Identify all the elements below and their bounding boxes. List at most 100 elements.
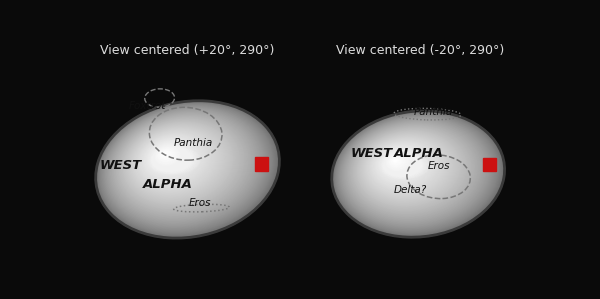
Ellipse shape xyxy=(370,141,439,191)
Ellipse shape xyxy=(362,134,452,201)
Ellipse shape xyxy=(347,123,477,218)
Ellipse shape xyxy=(338,116,493,229)
Ellipse shape xyxy=(136,132,212,189)
Ellipse shape xyxy=(359,132,457,204)
Ellipse shape xyxy=(129,126,224,197)
Ellipse shape xyxy=(97,102,277,237)
Ellipse shape xyxy=(342,119,487,225)
Ellipse shape xyxy=(398,163,412,170)
Text: View centered (+20°, 290°): View centered (+20°, 290°) xyxy=(100,44,275,57)
Ellipse shape xyxy=(333,112,503,236)
Ellipse shape xyxy=(348,123,476,217)
Ellipse shape xyxy=(124,123,232,203)
Ellipse shape xyxy=(355,129,463,208)
Ellipse shape xyxy=(353,127,468,212)
Ellipse shape xyxy=(173,160,177,162)
Ellipse shape xyxy=(135,131,214,190)
Ellipse shape xyxy=(162,152,169,157)
Ellipse shape xyxy=(384,152,413,173)
Ellipse shape xyxy=(138,133,209,186)
Ellipse shape xyxy=(113,114,251,217)
Ellipse shape xyxy=(394,161,417,173)
Ellipse shape xyxy=(383,155,427,178)
Ellipse shape xyxy=(124,122,232,204)
Ellipse shape xyxy=(338,116,494,230)
Ellipse shape xyxy=(155,146,181,166)
Ellipse shape xyxy=(350,125,473,215)
Ellipse shape xyxy=(364,136,448,197)
Ellipse shape xyxy=(118,118,242,211)
Ellipse shape xyxy=(161,153,189,168)
Ellipse shape xyxy=(121,120,237,207)
Ellipse shape xyxy=(133,129,218,193)
Ellipse shape xyxy=(375,145,428,184)
Ellipse shape xyxy=(164,155,185,166)
Ellipse shape xyxy=(392,158,400,164)
Ellipse shape xyxy=(119,119,240,209)
Ellipse shape xyxy=(157,151,193,171)
Ellipse shape xyxy=(355,129,464,209)
Ellipse shape xyxy=(385,153,411,172)
Ellipse shape xyxy=(400,164,411,170)
Ellipse shape xyxy=(368,139,442,193)
Ellipse shape xyxy=(356,130,463,208)
Ellipse shape xyxy=(149,142,190,172)
Ellipse shape xyxy=(159,150,174,161)
Ellipse shape xyxy=(383,152,414,174)
Ellipse shape xyxy=(155,150,194,171)
Ellipse shape xyxy=(163,152,167,156)
Ellipse shape xyxy=(371,142,436,189)
Ellipse shape xyxy=(346,122,480,220)
Ellipse shape xyxy=(374,144,431,186)
Ellipse shape xyxy=(108,110,259,223)
Ellipse shape xyxy=(101,105,271,232)
Ellipse shape xyxy=(363,135,449,199)
Ellipse shape xyxy=(352,127,469,212)
Ellipse shape xyxy=(152,144,185,169)
Ellipse shape xyxy=(125,123,230,202)
Ellipse shape xyxy=(400,164,410,169)
Ellipse shape xyxy=(392,159,419,173)
Ellipse shape xyxy=(377,146,426,182)
Ellipse shape xyxy=(97,102,277,236)
Ellipse shape xyxy=(156,147,179,164)
Ellipse shape xyxy=(119,118,241,210)
Ellipse shape xyxy=(158,152,191,170)
Ellipse shape xyxy=(145,138,198,179)
Ellipse shape xyxy=(352,126,470,213)
Ellipse shape xyxy=(169,158,181,164)
Ellipse shape xyxy=(382,150,416,176)
Ellipse shape xyxy=(365,137,446,196)
Ellipse shape xyxy=(112,113,253,219)
Ellipse shape xyxy=(334,112,502,235)
Ellipse shape xyxy=(110,112,254,220)
Ellipse shape xyxy=(369,140,440,192)
Ellipse shape xyxy=(160,153,190,169)
Ellipse shape xyxy=(401,164,409,168)
Ellipse shape xyxy=(404,166,406,167)
Ellipse shape xyxy=(170,158,180,164)
Ellipse shape xyxy=(110,112,256,221)
Ellipse shape xyxy=(358,132,459,205)
Ellipse shape xyxy=(382,154,428,179)
Ellipse shape xyxy=(389,158,422,175)
Ellipse shape xyxy=(388,158,422,176)
Ellipse shape xyxy=(114,115,249,216)
Ellipse shape xyxy=(385,152,412,173)
Ellipse shape xyxy=(120,119,239,209)
Ellipse shape xyxy=(379,148,421,179)
Ellipse shape xyxy=(108,110,259,223)
Text: Foxtrot: Foxtrot xyxy=(128,101,166,111)
Ellipse shape xyxy=(385,156,425,177)
Ellipse shape xyxy=(146,140,195,176)
Ellipse shape xyxy=(393,160,418,173)
Ellipse shape xyxy=(127,125,227,199)
Text: Eros: Eros xyxy=(427,161,450,171)
Ellipse shape xyxy=(354,128,466,210)
Ellipse shape xyxy=(161,154,188,168)
Ellipse shape xyxy=(171,159,179,163)
Ellipse shape xyxy=(151,148,199,174)
Ellipse shape xyxy=(373,144,432,187)
Text: Panthia: Panthia xyxy=(413,107,452,117)
Ellipse shape xyxy=(149,147,200,174)
